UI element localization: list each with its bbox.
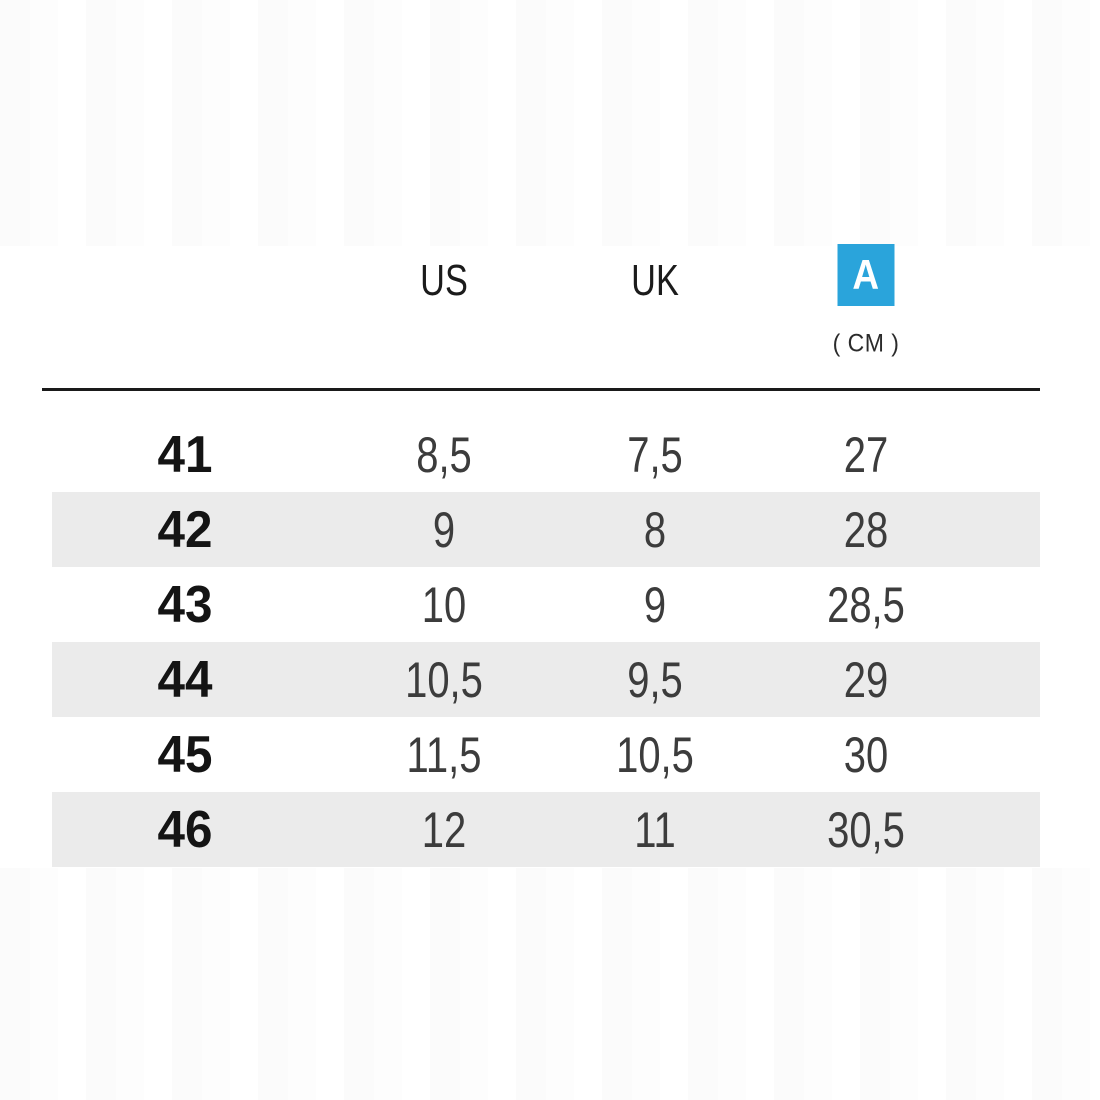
us-size: 11,5 xyxy=(406,726,482,783)
background-stripes-bottom xyxy=(0,868,1100,1100)
cm-size: 30,5 xyxy=(827,801,905,858)
cm-size: 28 xyxy=(843,501,889,558)
column-header-uk: UK xyxy=(631,256,679,305)
eu-size: 43 xyxy=(157,575,213,634)
cm-size: 30 xyxy=(843,726,889,783)
us-size: 8,5 xyxy=(416,426,472,483)
background-stripes-top xyxy=(0,0,1100,246)
cm-unit-label: ( CM ) xyxy=(832,329,900,358)
cm-size: 29 xyxy=(843,651,889,708)
cm-size: 27 xyxy=(843,426,889,483)
uk-size: 10,5 xyxy=(616,726,694,783)
length-badge-label: A xyxy=(852,251,880,298)
table-row: 46 12 11 30,5 xyxy=(52,792,1040,867)
length-badge: A xyxy=(837,244,895,306)
us-size: 12 xyxy=(421,801,467,858)
eu-size: 44 xyxy=(157,650,213,709)
uk-size: 8 xyxy=(643,501,667,558)
uk-size: 11 xyxy=(634,801,676,858)
eu-size: 46 xyxy=(157,800,213,859)
uk-size: 9 xyxy=(643,576,667,633)
uk-size: 7,5 xyxy=(627,426,683,483)
us-size: 10 xyxy=(421,576,467,633)
table-header: US UK A ( CM ) xyxy=(42,244,1040,391)
us-size: 9 xyxy=(432,501,456,558)
eu-size: 41 xyxy=(157,425,213,484)
table-row: 43 10 9 28,5 xyxy=(52,567,1040,642)
table-body: 41 8,5 7,5 27 42 9 8 28 43 10 9 28,5 44 … xyxy=(52,417,1040,867)
header-divider xyxy=(42,388,1040,391)
uk-size: 9,5 xyxy=(627,651,683,708)
eu-size: 42 xyxy=(157,500,213,559)
size-table: US UK A ( CM ) 41 8,5 7,5 27 42 9 8 28 xyxy=(42,244,1040,867)
table-row: 44 10,5 9,5 29 xyxy=(52,642,1040,717)
eu-size: 45 xyxy=(157,725,213,784)
column-header-us: US xyxy=(420,256,468,305)
cm-size: 28,5 xyxy=(827,576,905,633)
table-row: 41 8,5 7,5 27 xyxy=(52,417,1040,492)
table-row: 42 9 8 28 xyxy=(52,492,1040,567)
us-size: 10,5 xyxy=(405,651,483,708)
table-row: 45 11,5 10,5 30 xyxy=(52,717,1040,792)
